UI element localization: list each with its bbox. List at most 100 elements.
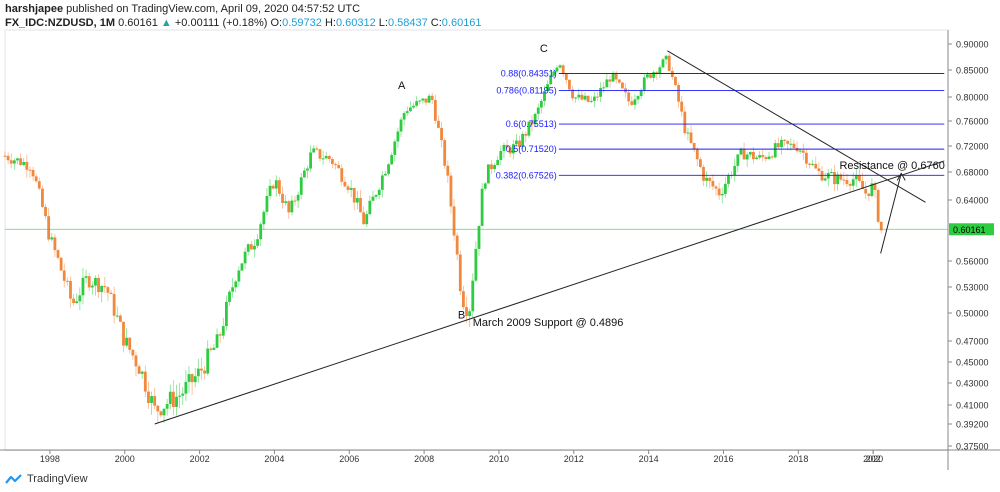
candle-body (770, 156, 774, 158)
candle-body (290, 200, 294, 213)
symbol-label[interactable]: FX_IDC:NZDUSD, 1M (5, 17, 116, 29)
candle-body (187, 374, 191, 382)
candle-body (37, 181, 41, 189)
candle-body (256, 239, 259, 246)
price-tick-label: 0.39200 (956, 420, 989, 430)
candle-body (225, 301, 228, 327)
candle-body (477, 225, 481, 249)
candle-body (249, 244, 253, 250)
candle-body (599, 87, 603, 97)
candle-body (805, 152, 808, 164)
candle-body (237, 270, 241, 282)
candle-body (789, 143, 793, 145)
candle-body (16, 158, 19, 161)
candle-body (711, 180, 715, 187)
low-label: L: (378, 17, 388, 29)
candle-body (642, 77, 646, 91)
candle-body (184, 381, 188, 394)
open-label: O: (270, 17, 283, 29)
candle-body (468, 311, 472, 317)
candle-body (508, 147, 512, 154)
candle-body (302, 170, 306, 178)
candle-body (658, 67, 662, 74)
candle-body (268, 185, 272, 196)
candle-body (262, 211, 266, 225)
candle-body (739, 148, 743, 155)
candle-body (493, 165, 496, 170)
candle-body (842, 179, 846, 181)
candle-body (577, 94, 581, 98)
candle-body (253, 245, 256, 250)
open-value: 0.59732 (282, 17, 322, 29)
candle-body (583, 95, 587, 100)
candle-body (558, 65, 562, 68)
candle-body (748, 151, 752, 155)
candle-body (87, 276, 91, 288)
current-price-tag (949, 223, 994, 236)
candle-body (515, 140, 518, 145)
candle-body (324, 155, 328, 159)
candle-body (384, 173, 387, 176)
candle-body (511, 144, 515, 154)
candle-body (499, 151, 503, 160)
candle-body (231, 287, 235, 292)
candle-body (817, 168, 821, 171)
time-tick-label: 2008 (414, 454, 434, 464)
annotation-label: Resistance @ 0.6760 (839, 160, 944, 172)
candle-body (848, 184, 852, 186)
candle-body (147, 391, 150, 403)
candle-body (221, 326, 225, 336)
candle-body (530, 121, 534, 125)
support-trendline (154, 160, 945, 425)
price-chart[interactable]: 0.90000 0.85000 0.80000 0.76000 0.72000 0.680… (0, 0, 1000, 470)
candle-body (645, 74, 649, 78)
candle-body (858, 175, 861, 181)
candle-body (171, 391, 175, 407)
candle-body (103, 285, 107, 288)
author-name[interactable]: harshjapee (5, 3, 64, 15)
candle-body (9, 160, 13, 164)
candle-body (823, 178, 827, 181)
tradingview-logo[interactable]: TradingView (5, 473, 88, 485)
candle-body (56, 250, 60, 258)
candle-body (761, 155, 765, 158)
candle-body (346, 186, 350, 190)
time-tick-label: 2012 (564, 454, 584, 464)
candle-body (41, 188, 44, 207)
candle-body (677, 85, 680, 102)
candle-body (271, 185, 275, 189)
candle-body (592, 96, 596, 101)
candle-body (246, 244, 250, 252)
candle-body (589, 100, 593, 102)
time-tick-label: 2002 (190, 454, 210, 464)
candle-body (808, 163, 811, 165)
candle-body (415, 101, 419, 106)
candle-body (449, 175, 453, 207)
candle-body (408, 107, 412, 112)
candle-body (402, 113, 406, 120)
candle-body (689, 132, 693, 143)
candle-body (128, 337, 132, 350)
price-tick-label: 0.41000 (956, 401, 989, 411)
candle-body (546, 84, 549, 91)
candle-body (555, 67, 559, 72)
candle-body (265, 195, 269, 212)
candle-body (387, 164, 390, 174)
candle-body (150, 396, 153, 403)
candle-body (368, 200, 372, 215)
publish-line: harshjapee published on TradingView.com,… (5, 3, 360, 15)
candle-body (674, 77, 677, 86)
candle-body (94, 277, 97, 286)
candle-body (371, 196, 375, 201)
candle-body (393, 141, 397, 155)
candle-body (742, 148, 746, 160)
candle-body (340, 168, 344, 182)
low-value: 0.58437 (387, 17, 428, 29)
candle-body (240, 263, 244, 271)
candle-body (12, 160, 16, 164)
candle-body (65, 280, 69, 282)
candle-body (390, 154, 394, 165)
candle-body (836, 174, 840, 185)
candle-body (200, 368, 203, 371)
candle-body (90, 285, 94, 288)
